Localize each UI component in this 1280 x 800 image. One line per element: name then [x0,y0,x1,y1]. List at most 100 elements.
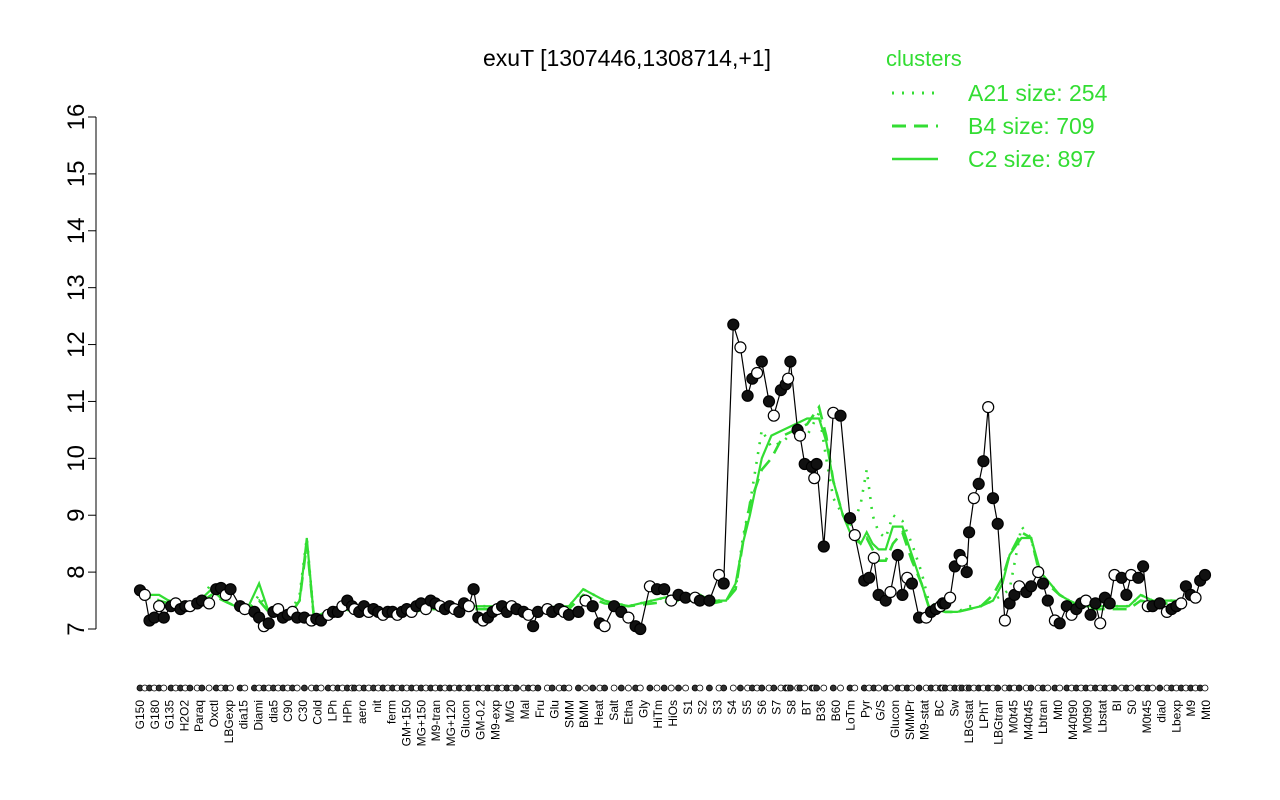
x-tick-label: M9 [1184,700,1198,717]
data-point [955,554,969,567]
y-tick-label: 15 [63,161,90,188]
data-point [1136,560,1150,573]
cluster-lines [139,404,1177,620]
rug-marker [1111,684,1118,692]
data-point [262,617,275,630]
x-tick-label: GM+150 [400,700,414,747]
data-point [750,366,764,380]
rug-marker [513,684,520,692]
x-axis-labels: G150 G180 G135 H2O2 Paraq Oxctl LBGexp dia15 Dia… [133,699,1213,746]
data-point [891,548,904,562]
data-point [203,597,216,610]
x-tick-label: Mt0 [1199,700,1213,720]
x-tick-label: M40t45 [1021,700,1035,740]
x-tick-label: G135 [163,700,177,730]
x-tick-label: M9-stat [918,699,932,740]
data-point [986,492,1000,505]
data-point [896,588,909,602]
x-tick-label: Mt0 [1051,700,1065,720]
x-tick-label: S1 [681,700,695,715]
x-tick-label: Pyr [859,700,873,718]
x-tick-label: M0t90 [1081,700,1095,734]
series-line-solid [139,417,1177,620]
x-tick-label: Glu [548,700,562,719]
x-tick-label: SMM [562,700,576,728]
data-point [1132,571,1145,584]
data-point [224,583,237,596]
data-point [943,591,957,604]
x-tick-label: M9-tran [429,700,443,741]
data-point [462,600,475,613]
x-tick-label: Heat [592,699,606,725]
rug-marker [186,684,194,692]
y-tick-label: 12 [63,331,90,358]
x-tick-label: Cold [311,700,325,725]
x-tick-label: HiOs [666,700,680,727]
rug-marker [617,684,625,692]
data-point [1175,597,1188,610]
rug-marker [1027,684,1035,692]
x-tick-label: Etha [622,700,636,725]
data-point [1024,580,1038,593]
data-point [991,517,1004,530]
rug-marker [1044,684,1052,692]
rug-marker [565,684,573,692]
x-tick-label: LPhT [977,699,991,728]
data-point [843,511,857,525]
y-tick-label: 10 [63,445,90,472]
rug-marker [601,684,608,692]
rug-marker [582,684,589,692]
x-tick-label: B60 [829,700,843,722]
x-tick-label: Fru [533,700,547,718]
x-tick-label: MG+120 [444,700,458,747]
data-point [1120,588,1133,602]
data-point [741,389,754,402]
chart-title: exuT [1307446,1308714,+1] [483,45,771,71]
x-tick-label: M0t45 [1140,700,1154,734]
x-tick-label: Paraq [192,700,206,732]
data-point [977,455,990,468]
data-point [767,409,780,422]
rug-marker [729,684,737,692]
rug-marker [1149,684,1156,692]
rug-marker [198,684,206,692]
x-tick-label: H2O2 [177,700,191,732]
rug-marker [758,684,766,692]
data-point [1089,597,1102,610]
data-point [467,583,480,596]
y-tick-label: 14 [63,217,90,244]
x-tick-label: aero [355,700,369,724]
data-point [526,620,540,633]
data-point [1036,577,1050,590]
rug-marker [548,684,556,692]
x-tick-label: LoTm [844,700,858,731]
rug-marker [317,684,325,692]
rug-marker [829,684,837,692]
rug-marker [737,684,744,692]
rug-marker [646,684,654,692]
data-point [717,577,730,590]
rug-marker [787,684,794,692]
x-tick-label: SMMPr [903,700,917,740]
rug-marker [675,684,682,692]
data-point [960,565,973,579]
y-axis: 7 8 9 10 11 12 13 14 15 16 [63,104,97,636]
data-point [982,401,995,414]
rug-marker [994,684,1002,692]
data-point [634,622,647,636]
rug-marker [1201,684,1209,692]
rug-marker [653,684,661,692]
rug-marker [667,684,675,692]
x-tick-label: LBGexp [222,700,236,744]
rug-marker [720,684,728,692]
data-point [727,318,740,331]
x-tick-label: nit [370,699,384,712]
x-tick-label: S5 [740,700,754,715]
data-point [962,526,976,539]
rug-marker [227,684,234,692]
rug-marker [241,684,249,692]
rug-marker [682,684,689,692]
x-tick-label: Mal [518,700,532,719]
data-point [810,457,823,471]
x-tick-label: Glucon [888,700,902,738]
